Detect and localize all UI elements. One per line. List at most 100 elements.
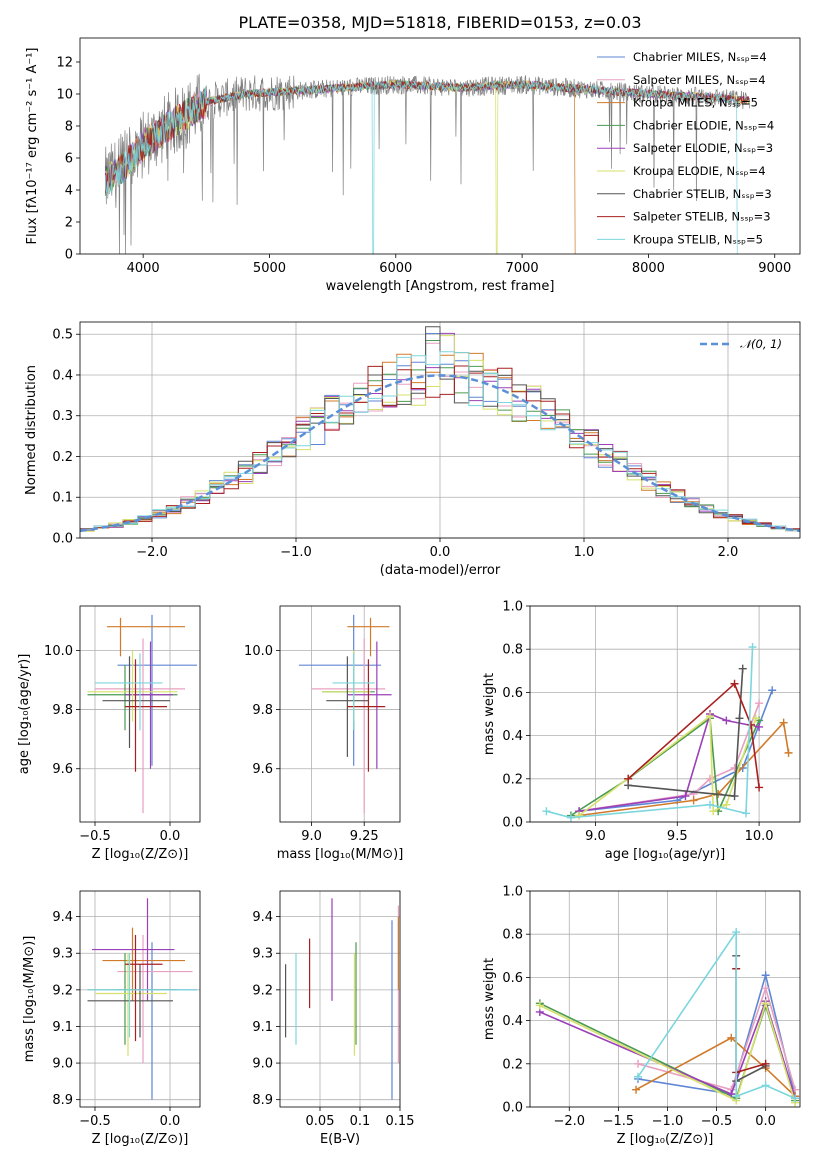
y-axis-label: Flux [fλ10⁻¹⁷ erg cm⁻² s⁻¹ A⁻¹] xyxy=(25,48,40,245)
mass-weight-marker xyxy=(709,807,718,816)
y-tick-label: 10 xyxy=(56,88,73,103)
mass-weight-marker xyxy=(748,643,757,652)
mass-weight-marker xyxy=(791,1094,800,1103)
grid-lines xyxy=(80,606,200,822)
axes-frame xyxy=(279,605,401,823)
mass-weight-marker xyxy=(755,722,764,731)
y-tick-label: 12 xyxy=(56,56,73,71)
axes: −0.5 0.0 8.9 9.0 9.1 9.2 9.3 9.4 Z [log₁₀(Z/Z⊙)]… xyxy=(22,890,201,1147)
y-tick-label: 9.8 xyxy=(52,703,73,718)
legend-entry-label: 𝒩(0, 1) xyxy=(740,337,782,351)
mass-weight-marker xyxy=(761,1059,770,1068)
mass-weight-marker xyxy=(746,720,755,729)
x-tick-label: −1.0 xyxy=(280,545,312,560)
x-tick-label: 9.0 xyxy=(585,829,606,844)
y-tick-label: 0.0 xyxy=(52,532,73,547)
axes-frame xyxy=(79,37,801,255)
legend: Chabrier MILES, Nₛₛₚ=4 Salpeter MILES, Nₛ… xyxy=(597,50,774,246)
axes-frame xyxy=(529,890,801,1108)
mass-weight-marker xyxy=(632,1085,641,1094)
mass-weight-marker xyxy=(727,1033,736,1042)
x-axis-label: (data-model)/error xyxy=(380,563,501,578)
x-tick-label: 7000 xyxy=(506,261,539,276)
mass-weight-marker xyxy=(689,796,698,805)
mass-weight-marker xyxy=(761,984,770,993)
spectrum-panel: 4000 5000 6000 7000 8000 9000 0 2 4 6 8 10 12 wavelen… xyxy=(25,37,801,294)
age-vs-metallicity-panel: −0.5 0.0 9.6 9.8 10.0 Z [log₁₀(Z/Z⊙)] age [log… xyxy=(17,605,201,862)
y-tick-label: 0 xyxy=(65,248,73,263)
x-tick-label: 0.0 xyxy=(755,1114,776,1129)
mass-vs-extinction-panel: 0.05 0.1 0.15 8.9 9.0 9.1 9.2 9.3 9.4 E(B-V) xyxy=(252,890,415,1147)
axes-frame xyxy=(279,890,401,1108)
mass-weight-marker xyxy=(535,1001,544,1010)
y-tick-label: 0.4 xyxy=(502,1014,523,1029)
mass-weight-marker xyxy=(732,1092,741,1101)
axes-frame xyxy=(79,890,201,1108)
legend-entry-label: Chabrier MILES, Nₛₛₚ=4 xyxy=(633,50,767,64)
x-tick-label: 8000 xyxy=(632,261,665,276)
mass-weight-marker xyxy=(722,800,731,809)
grid-lines xyxy=(280,606,400,822)
y-tick-label: 0.2 xyxy=(502,772,523,787)
mass-weight-marker xyxy=(727,1090,736,1099)
residual-histogram-step xyxy=(80,351,800,531)
mass-weight-marker xyxy=(761,971,770,980)
mass-weight-marker xyxy=(730,792,739,801)
mass-weight-marker xyxy=(768,686,777,695)
residual-histogram-step xyxy=(80,326,800,530)
axes: 4000 5000 6000 7000 8000 9000 0 2 4 6 8 10 12 wavelen… xyxy=(25,37,801,294)
y-tick-label: 2 xyxy=(65,216,73,231)
legend-entry-label: Chabrier ELODIE, Nₛₛₚ=4 xyxy=(633,118,774,132)
plot-area xyxy=(80,326,800,533)
x-tick-label: 0.15 xyxy=(386,1114,415,1129)
x-axis-label: Z [log₁₀(Z/Z⊙)] xyxy=(92,1132,189,1147)
legend-entry-label: Kroupa ELODIE, Nₛₛₚ=4 xyxy=(633,164,766,178)
residual-histogram-panel: −2.0 −1.0 0.0 1.0 2.0 0.0 0.1 0.2 0.3 0.4 0.5 (data… xyxy=(24,321,801,578)
x-tick-label: 4000 xyxy=(127,261,160,276)
y-tick-label: 0.3 xyxy=(52,409,73,424)
axes-frame xyxy=(529,605,801,823)
x-tick-label: −1.0 xyxy=(652,1114,684,1129)
x-tick-label: 0.0 xyxy=(430,545,451,560)
y-tick-label: 9.0 xyxy=(52,1057,73,1072)
x-axis-label: age [log₁₀(age/yr)] xyxy=(605,847,726,862)
x-tick-label: 9.5 xyxy=(667,829,688,844)
y-axis-label: mass [log₁₀(M/M⊙)] xyxy=(22,936,37,1063)
x-axis-label: wavelength [Angstrom, rest frame] xyxy=(326,279,555,294)
normal-distribution-curve xyxy=(80,374,800,533)
legend-entry-label: Salpeter ELODIE, Nₛₛₚ=3 xyxy=(633,141,773,155)
mass-weight-marker xyxy=(738,664,747,673)
mass-weight-line xyxy=(637,972,796,1097)
y-tick-label: 9.8 xyxy=(252,703,273,718)
y-tick-label: 0.4 xyxy=(502,729,523,744)
mass-weight-line xyxy=(579,689,773,812)
y-axis-label: mass weight xyxy=(482,673,497,755)
axes-frame xyxy=(79,605,201,823)
x-axis-label: Z [log₁₀(Z/Z⊙)] xyxy=(92,847,189,862)
y-tick-label: 8 xyxy=(65,120,73,135)
x-tick-label: −1.5 xyxy=(603,1114,635,1129)
x-tick-label: −0.5 xyxy=(79,1114,111,1129)
mass-weight-vs-metallicity-panel: −2.0 −1.5 −1.0 −0.5 0.0 0.0 0.2 0.4 0.6 0.8 1.0 Z [… xyxy=(482,885,801,1147)
axes: −2.0 −1.0 0.0 1.0 2.0 0.0 0.1 0.2 0.3 0.4 0.5 (data… xyxy=(24,321,801,578)
mass-weight-marker xyxy=(575,811,584,820)
y-tick-label: 0.2 xyxy=(52,450,73,465)
y-tick-label: 0.6 xyxy=(502,971,523,986)
y-tick-label: 0.4 xyxy=(52,368,73,383)
mass-weight-marker xyxy=(742,809,750,818)
residual-histogram-step xyxy=(80,365,800,530)
mass-weight-line xyxy=(627,682,760,788)
y-tick-label: 9.2 xyxy=(252,983,273,998)
x-tick-label: 1.0 xyxy=(574,545,595,560)
plot-area xyxy=(298,614,392,814)
model-spectrum-line xyxy=(104,80,750,194)
y-tick-label: 0.2 xyxy=(502,1057,523,1072)
grid-lines xyxy=(80,891,200,1107)
mass-weight-marker xyxy=(634,1072,642,1081)
legend-entry-label: Salpeter STELIB, Nₛₛₚ=3 xyxy=(633,210,771,224)
legend-entry-label: Salpeter MILES, Nₛₛₚ=4 xyxy=(633,73,766,87)
y-tick-label: 9.1 xyxy=(52,1020,73,1035)
y-tick-label: 1.0 xyxy=(502,885,523,900)
plot-area xyxy=(542,643,793,822)
